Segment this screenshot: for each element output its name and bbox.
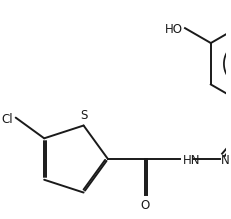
Text: N: N bbox=[221, 154, 229, 167]
Text: S: S bbox=[81, 109, 88, 122]
Text: Cl: Cl bbox=[1, 113, 12, 126]
Text: HN: HN bbox=[183, 154, 200, 167]
Text: HO: HO bbox=[165, 23, 183, 36]
Text: O: O bbox=[141, 200, 150, 212]
